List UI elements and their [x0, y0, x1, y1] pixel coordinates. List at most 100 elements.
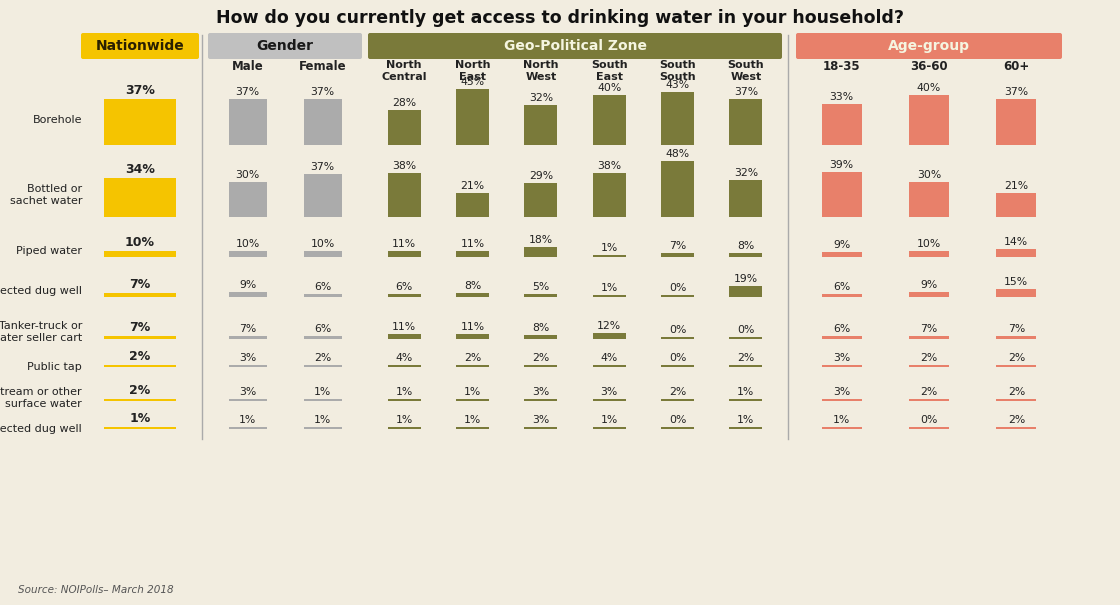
Text: 45%: 45%: [460, 77, 485, 87]
Text: 1%: 1%: [600, 283, 618, 293]
Bar: [104, 252, 176, 257]
Text: 7%: 7%: [921, 324, 937, 333]
Text: Protected dug well: Protected dug well: [0, 286, 82, 296]
Text: 10%: 10%: [310, 240, 335, 249]
Text: 29%: 29%: [529, 171, 553, 181]
Text: 4%: 4%: [395, 353, 413, 363]
Text: 12%: 12%: [597, 321, 622, 332]
Bar: [592, 427, 626, 429]
Bar: [456, 89, 489, 145]
Text: 3%: 3%: [833, 387, 850, 397]
Text: 8%: 8%: [464, 281, 482, 290]
Text: 1%: 1%: [737, 387, 755, 397]
Text: 40%: 40%: [597, 83, 622, 93]
FancyBboxPatch shape: [368, 33, 782, 59]
Bar: [997, 427, 1036, 429]
Bar: [104, 336, 176, 339]
Bar: [822, 427, 861, 429]
Text: 6%: 6%: [395, 282, 413, 292]
Text: 14%: 14%: [1005, 237, 1028, 247]
Text: 0%: 0%: [921, 415, 937, 425]
Text: 2%: 2%: [1008, 353, 1025, 363]
Bar: [661, 92, 694, 145]
Text: 3%: 3%: [239, 353, 256, 363]
Bar: [228, 99, 267, 145]
Text: 32%: 32%: [734, 168, 758, 178]
Text: 0%: 0%: [669, 283, 687, 293]
Text: 4%: 4%: [600, 353, 618, 363]
Text: Tanker-truck or
water seller cart: Tanker-truck or water seller cart: [0, 321, 82, 343]
Text: 15%: 15%: [1005, 276, 1028, 287]
FancyBboxPatch shape: [208, 33, 362, 59]
Bar: [661, 365, 694, 367]
Text: 11%: 11%: [392, 239, 417, 249]
Bar: [524, 247, 558, 257]
Bar: [456, 192, 489, 217]
Text: 0%: 0%: [737, 325, 755, 335]
Bar: [997, 99, 1036, 145]
Text: 2%: 2%: [130, 384, 150, 397]
Bar: [592, 365, 626, 367]
Text: 1%: 1%: [464, 415, 482, 425]
Bar: [909, 252, 949, 257]
Bar: [729, 337, 763, 339]
Bar: [909, 182, 949, 217]
Bar: [104, 427, 176, 429]
Text: 18-35: 18-35: [823, 60, 860, 73]
Bar: [592, 96, 626, 145]
Text: 10%: 10%: [125, 237, 155, 249]
Text: South
South: South South: [660, 60, 696, 82]
Bar: [456, 399, 489, 401]
Bar: [304, 99, 342, 145]
Text: 2%: 2%: [669, 387, 687, 397]
Text: How do you currently get access to drinking water in your household?: How do you currently get access to drink…: [216, 9, 904, 27]
Text: North
West: North West: [523, 60, 559, 82]
Text: 37%: 37%: [125, 84, 155, 97]
Bar: [592, 295, 626, 297]
Text: 1%: 1%: [314, 387, 332, 397]
Text: South
West: South West: [728, 60, 764, 82]
Text: 2%: 2%: [464, 353, 482, 363]
Text: 1%: 1%: [464, 387, 482, 397]
Text: 3%: 3%: [239, 387, 256, 397]
Text: Geo-Political Zone: Geo-Political Zone: [504, 39, 646, 53]
Text: Age-group: Age-group: [888, 39, 970, 53]
Bar: [822, 172, 861, 217]
Bar: [997, 249, 1036, 257]
Text: Stream or other
surface water: Stream or other surface water: [0, 387, 82, 409]
Text: 2%: 2%: [737, 353, 755, 363]
Bar: [729, 180, 763, 217]
Text: 7%: 7%: [239, 324, 256, 333]
Bar: [304, 365, 342, 367]
FancyBboxPatch shape: [81, 33, 199, 59]
Bar: [729, 365, 763, 367]
Bar: [456, 293, 489, 297]
Text: 2%: 2%: [314, 353, 332, 363]
Text: 3%: 3%: [600, 387, 618, 397]
Text: Source: NOIPolls– March 2018: Source: NOIPolls– March 2018: [18, 585, 174, 595]
Bar: [729, 399, 763, 401]
Text: 9%: 9%: [239, 280, 256, 290]
Text: 37%: 37%: [310, 87, 335, 97]
Bar: [822, 104, 861, 145]
Bar: [592, 399, 626, 401]
Bar: [388, 365, 421, 367]
Bar: [228, 252, 267, 257]
Text: 8%: 8%: [737, 241, 755, 250]
Bar: [997, 399, 1036, 401]
Bar: [909, 365, 949, 367]
Text: 1%: 1%: [395, 415, 413, 425]
Bar: [592, 173, 626, 217]
Bar: [104, 99, 176, 145]
Bar: [456, 365, 489, 367]
Text: 7%: 7%: [130, 278, 150, 291]
Bar: [388, 334, 421, 339]
Bar: [661, 399, 694, 401]
Bar: [822, 336, 861, 339]
Text: 6%: 6%: [833, 324, 850, 334]
Text: 1%: 1%: [130, 412, 150, 425]
Bar: [997, 192, 1036, 217]
Text: 37%: 37%: [310, 162, 335, 172]
Text: 1%: 1%: [600, 415, 618, 425]
Text: 5%: 5%: [532, 282, 550, 292]
